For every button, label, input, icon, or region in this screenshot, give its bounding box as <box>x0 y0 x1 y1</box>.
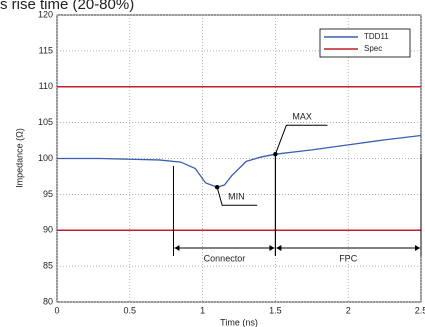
x-tick-label: 2 <box>346 305 351 315</box>
x-axis-label: Time (ns) <box>220 317 258 327</box>
x-tick-label: 2.5 <box>415 305 425 315</box>
annotation-marker <box>273 151 278 157</box>
annotation-leader <box>274 124 328 155</box>
x-tick-label: 1 <box>200 305 205 315</box>
data-line <box>57 134 422 188</box>
y-tick-label: 90 <box>43 225 53 235</box>
y-tick-label: 105 <box>38 117 53 127</box>
x-tick-label: 1.5 <box>269 305 282 315</box>
legend-label: TDD11 <box>364 32 389 41</box>
region-label: FPC <box>339 253 358 263</box>
legend-label: Spec <box>364 44 382 53</box>
x-tick-label: 0 <box>54 305 59 315</box>
y-axis-label: Impedance (Ω) <box>14 128 24 188</box>
region-label: Connector <box>204 253 246 263</box>
y-tick-label: 100 <box>38 153 53 163</box>
annotation-leader <box>216 187 258 206</box>
legend-box <box>319 28 411 58</box>
annotation-label: MAX <box>292 112 312 122</box>
annotation-label: MIN <box>228 192 245 202</box>
y-tick-label: 115 <box>39 45 53 55</box>
y-tick-label: 110 <box>39 81 53 91</box>
y-tick-label: 85 <box>43 261 53 271</box>
chart-title: s rise time (20-80%) <box>0 0 134 13</box>
y-tick-label: 80 <box>43 296 53 306</box>
x-tick-label: 0.5 <box>124 305 137 315</box>
y-tick-label: 120 <box>38 9 53 19</box>
y-tick-label: 95 <box>43 189 53 199</box>
